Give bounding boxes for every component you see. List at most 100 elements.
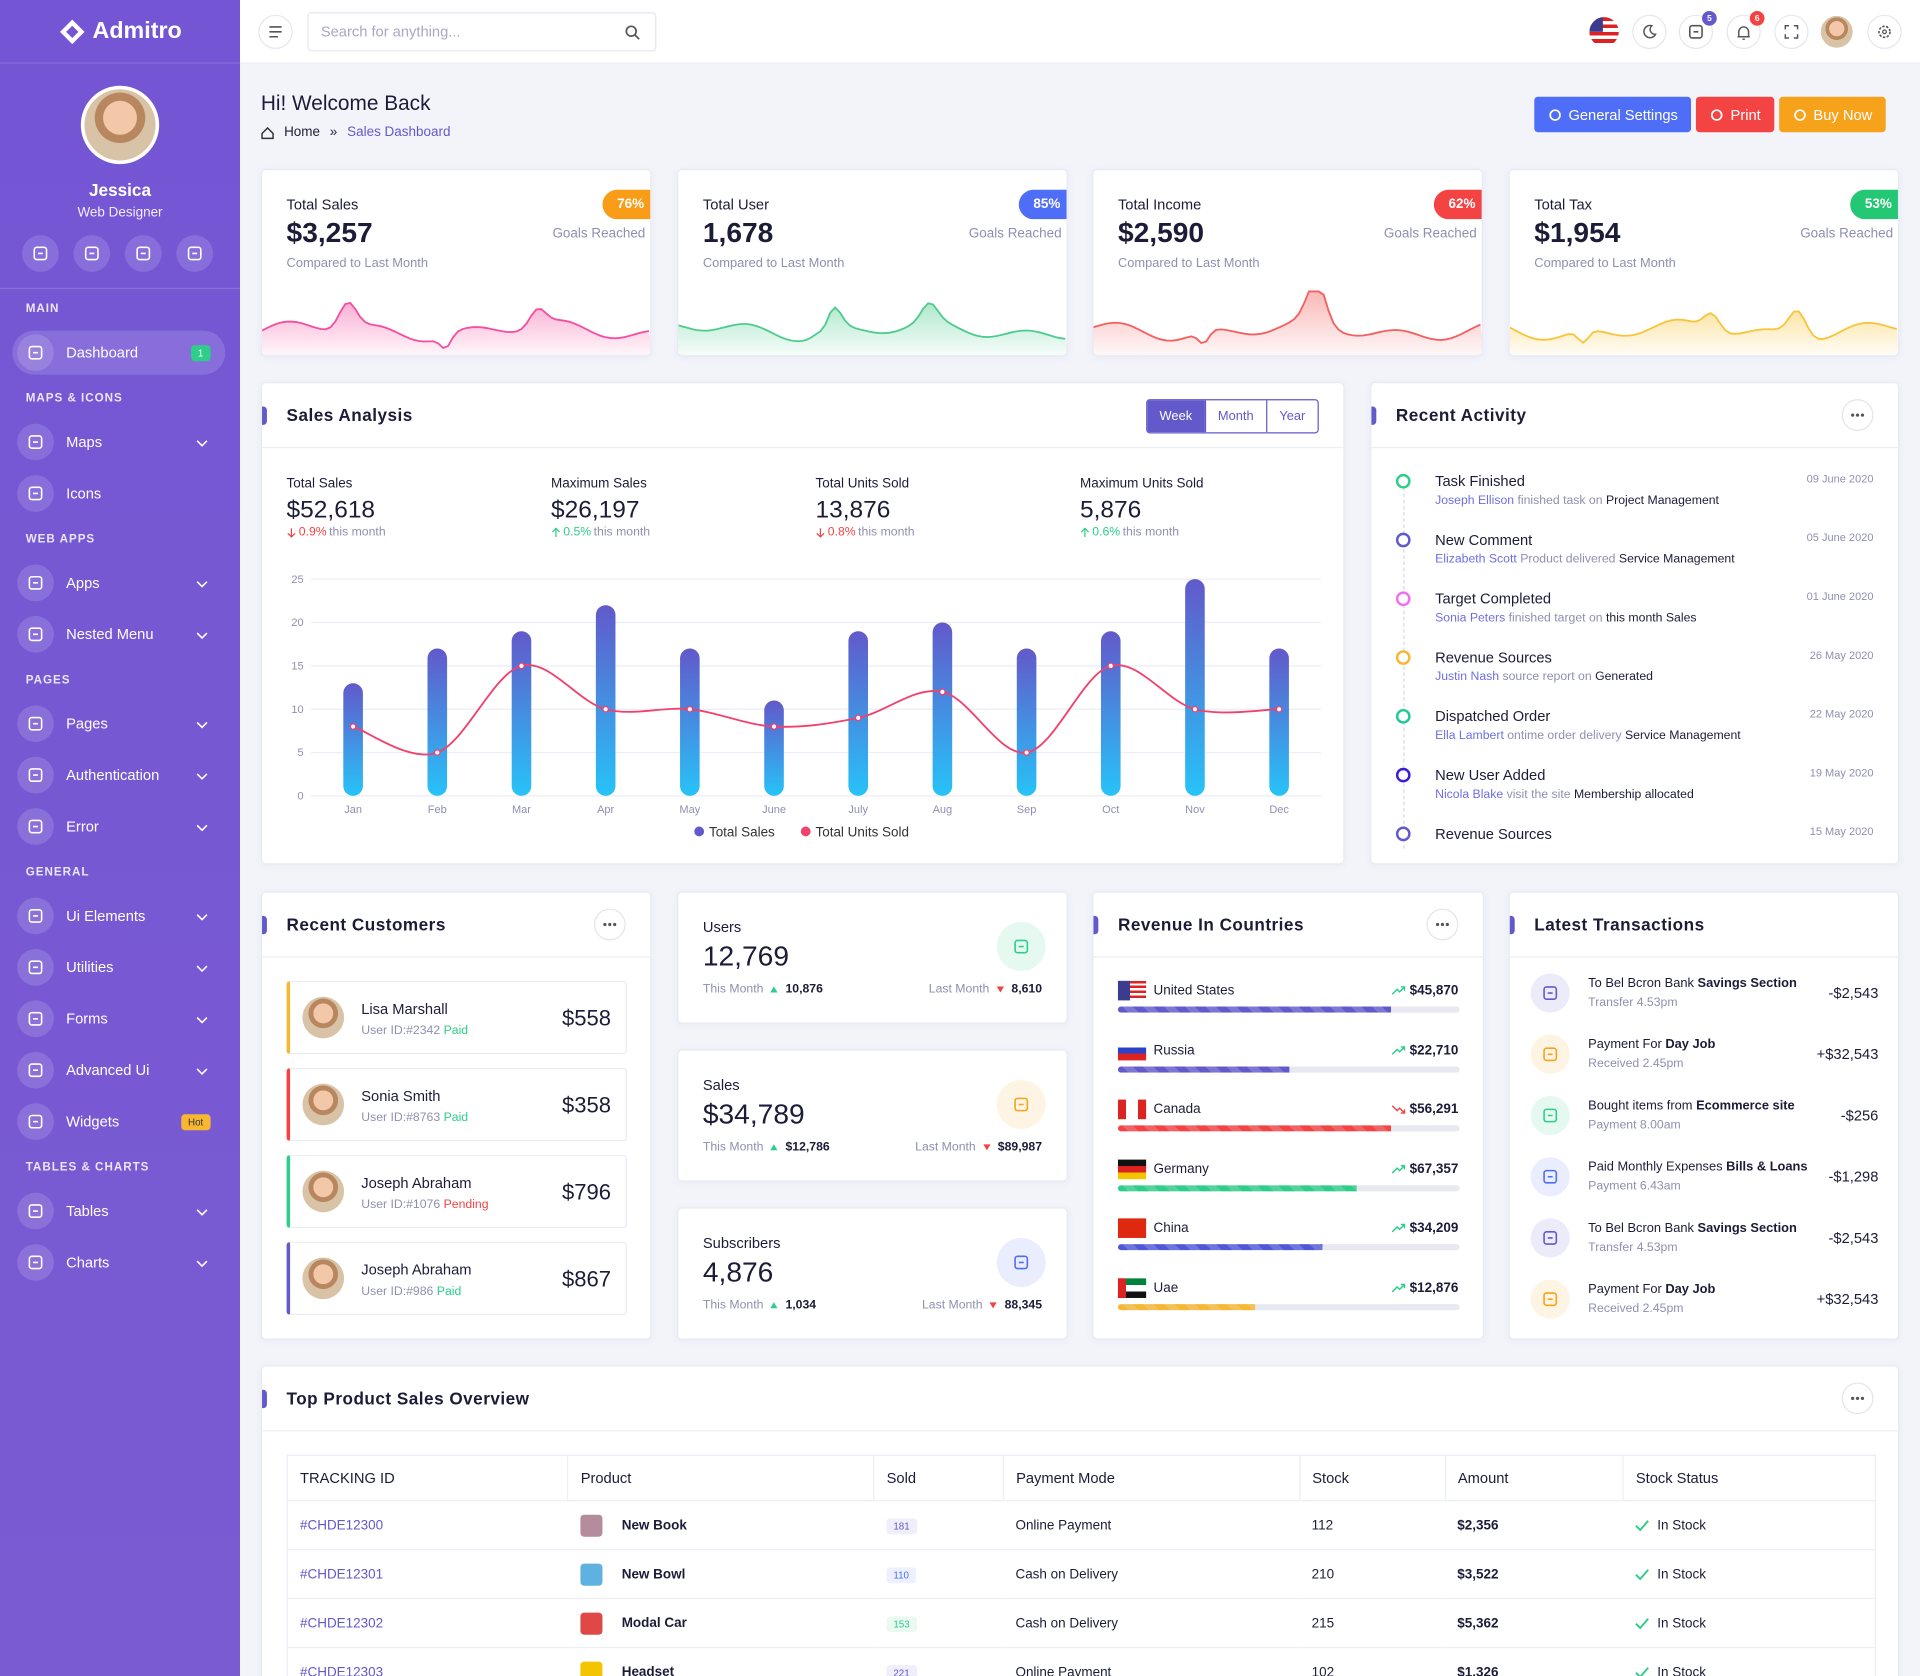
action-button[interactable]: General Settings (1534, 96, 1692, 133)
trend-icon (1392, 1283, 1406, 1292)
action-button[interactable]: Buy Now (1779, 96, 1886, 133)
period-tab[interactable]: Year (1265, 400, 1318, 433)
menu-item[interactable]: Maps (0, 416, 240, 467)
stat-value: 1,678 (702, 216, 774, 248)
profile-avatar[interactable] (80, 85, 160, 165)
transaction-icon (1530, 1095, 1570, 1136)
customer[interactable]: Joseph Abraham User ID:#986 Paid $867 (286, 1241, 627, 1316)
search-box[interactable]: Search for anything... (307, 12, 657, 52)
icon (1435, 922, 1449, 927)
summary-label: Maximum Sales (551, 476, 647, 492)
settings-button[interactable] (1867, 14, 1902, 49)
table-row[interactable]: #CHDE12301 New Bowl 110 Cash on Delivery 210… (286, 1549, 1876, 1600)
menu-item[interactable]: Nested Menu (0, 609, 240, 660)
activity-date: 09 June 2020 (1806, 472, 1874, 485)
bar (848, 631, 869, 796)
mini-value: 4,876 (702, 1255, 774, 1288)
breadcrumb-home[interactable]: Home (284, 124, 321, 140)
menu-label: Utilities (66, 958, 114, 976)
menu-toggle[interactable] (258, 14, 293, 49)
goal-label: Goals Reached (968, 226, 1062, 242)
transaction-amount: +$32,543 (1816, 1045, 1879, 1063)
menu-item[interactable]: Ui Elements (0, 890, 240, 941)
period-tab[interactable]: Week (1147, 400, 1205, 433)
menu-item[interactable]: Dashboard 1 (0, 327, 240, 378)
profile-action[interactable] (73, 235, 111, 272)
profile-action[interactable] (124, 235, 162, 272)
progress-bar (1117, 1125, 1392, 1132)
top-products-card: Top Product Sales Overview TRACKING ID Pro… (260, 1365, 1900, 1676)
menu-item[interactable]: Widgets Hot (0, 1096, 240, 1147)
stat-value: $2,590 (1117, 216, 1205, 248)
menu-item[interactable]: Utilities (0, 942, 240, 993)
summary-label: Maximum Units Sold (1080, 476, 1204, 492)
theme-toggle[interactable] (1632, 14, 1667, 49)
icon (603, 922, 617, 927)
user-id: User ID:#986 (361, 1285, 434, 1299)
progress-track (1117, 1065, 1460, 1073)
table-row[interactable]: #CHDE12302 Modal Car 153 Cash on Delivery 21… (286, 1598, 1876, 1649)
more-button[interactable] (593, 908, 626, 941)
change-arrow (816, 528, 825, 538)
card-title: Recent Activity (1395, 405, 1527, 425)
menu-item[interactable]: Charts (0, 1237, 240, 1288)
menu-item[interactable]: Advanced Ui (0, 1044, 240, 1095)
menu-item[interactable]: Pages (0, 698, 240, 749)
transaction-subject: Savings Section (1697, 1220, 1797, 1236)
more-button[interactable] (1841, 1382, 1874, 1415)
period-tabs: Week Month Year (1146, 399, 1319, 434)
menu-item[interactable]: Error (0, 801, 240, 852)
activity-text: ontime order delivery (1507, 729, 1622, 743)
customer[interactable]: Lisa Marshall User ID:#2342 Paid $558 (286, 980, 627, 1055)
more-button[interactable] (1841, 399, 1874, 432)
transaction-text: To Bel Bcron Bank (1588, 975, 1694, 991)
transaction-title: To Bel Bcron Bank Savings Section (1588, 976, 1797, 991)
card-header: Latest Transactions (1509, 893, 1898, 958)
menu-item[interactable]: Apps (0, 557, 240, 608)
activity-date: 05 June 2020 (1806, 531, 1874, 544)
y-tick-label: 20 (291, 617, 303, 629)
header-row: TRACKING ID Product Sold Payment Mode Stock A… (286, 1454, 1876, 1502)
point (518, 662, 525, 670)
user-avatar[interactable] (1820, 15, 1853, 48)
revenue-value: $56,291 (1409, 1102, 1459, 1117)
menu-label: Widgets (66, 1113, 120, 1131)
cart-button[interactable]: 5 (1678, 11, 1717, 49)
product-name: Modal Car (621, 1615, 687, 1631)
menu-item[interactable]: Icons (0, 468, 240, 519)
table-row[interactable]: #CHDE12300 New Book 181 Online Payment 112 $2… (286, 1500, 1876, 1551)
table-row[interactable]: #CHDE12303 Headset 221 Online Payment 102 $1,… (286, 1647, 1876, 1676)
menu-item[interactable]: Tables (0, 1185, 240, 1236)
y-tick-label: 5 (298, 747, 304, 759)
last-label: Last Month (928, 982, 990, 997)
button-label: Print (1730, 105, 1761, 124)
country-name: China (1153, 1220, 1189, 1236)
language-flag[interactable] (1586, 14, 1622, 49)
customer[interactable]: Sonia Smith User ID:#8763 Paid $358 (286, 1067, 627, 1142)
stat-value: $1,954 (1534, 216, 1621, 248)
customer[interactable]: Joseph Abraham User ID:#1076 Pending $796 (286, 1154, 627, 1229)
mini-stat-card: Sales $34,789 This Month $12,786 Last Month $… (677, 1049, 1068, 1182)
profile-action[interactable] (176, 235, 214, 272)
transaction-title: Bought items from Ecommerce site (1588, 1098, 1795, 1113)
bar (1185, 579, 1205, 796)
expand-icon (196, 433, 208, 450)
product-name: New Bowl (621, 1566, 686, 1582)
menu-label: Dashboard (66, 344, 139, 362)
period-tab[interactable]: Month (1204, 400, 1265, 433)
notification-button[interactable]: 6 (1726, 11, 1765, 49)
goal-label: Goals Reached (1800, 226, 1894, 242)
icon (1014, 1097, 1029, 1112)
action-button[interactable]: Print (1696, 96, 1775, 133)
customer-name: Joseph Abraham (361, 1261, 472, 1279)
more-button[interactable] (1426, 908, 1459, 941)
activity-text: visit the site (1506, 787, 1571, 802)
brand[interactable]: Admitro (0, 0, 240, 64)
profile-action[interactable] (22, 235, 59, 272)
goal-badge: 76% (602, 189, 651, 220)
fullscreen-button[interactable] (1774, 14, 1809, 49)
search-placeholder: Search for anything... (320, 23, 461, 41)
country-flag (1117, 1158, 1147, 1179)
menu-item[interactable]: Forms (0, 993, 240, 1044)
menu-item[interactable]: Authentication (0, 749, 240, 800)
